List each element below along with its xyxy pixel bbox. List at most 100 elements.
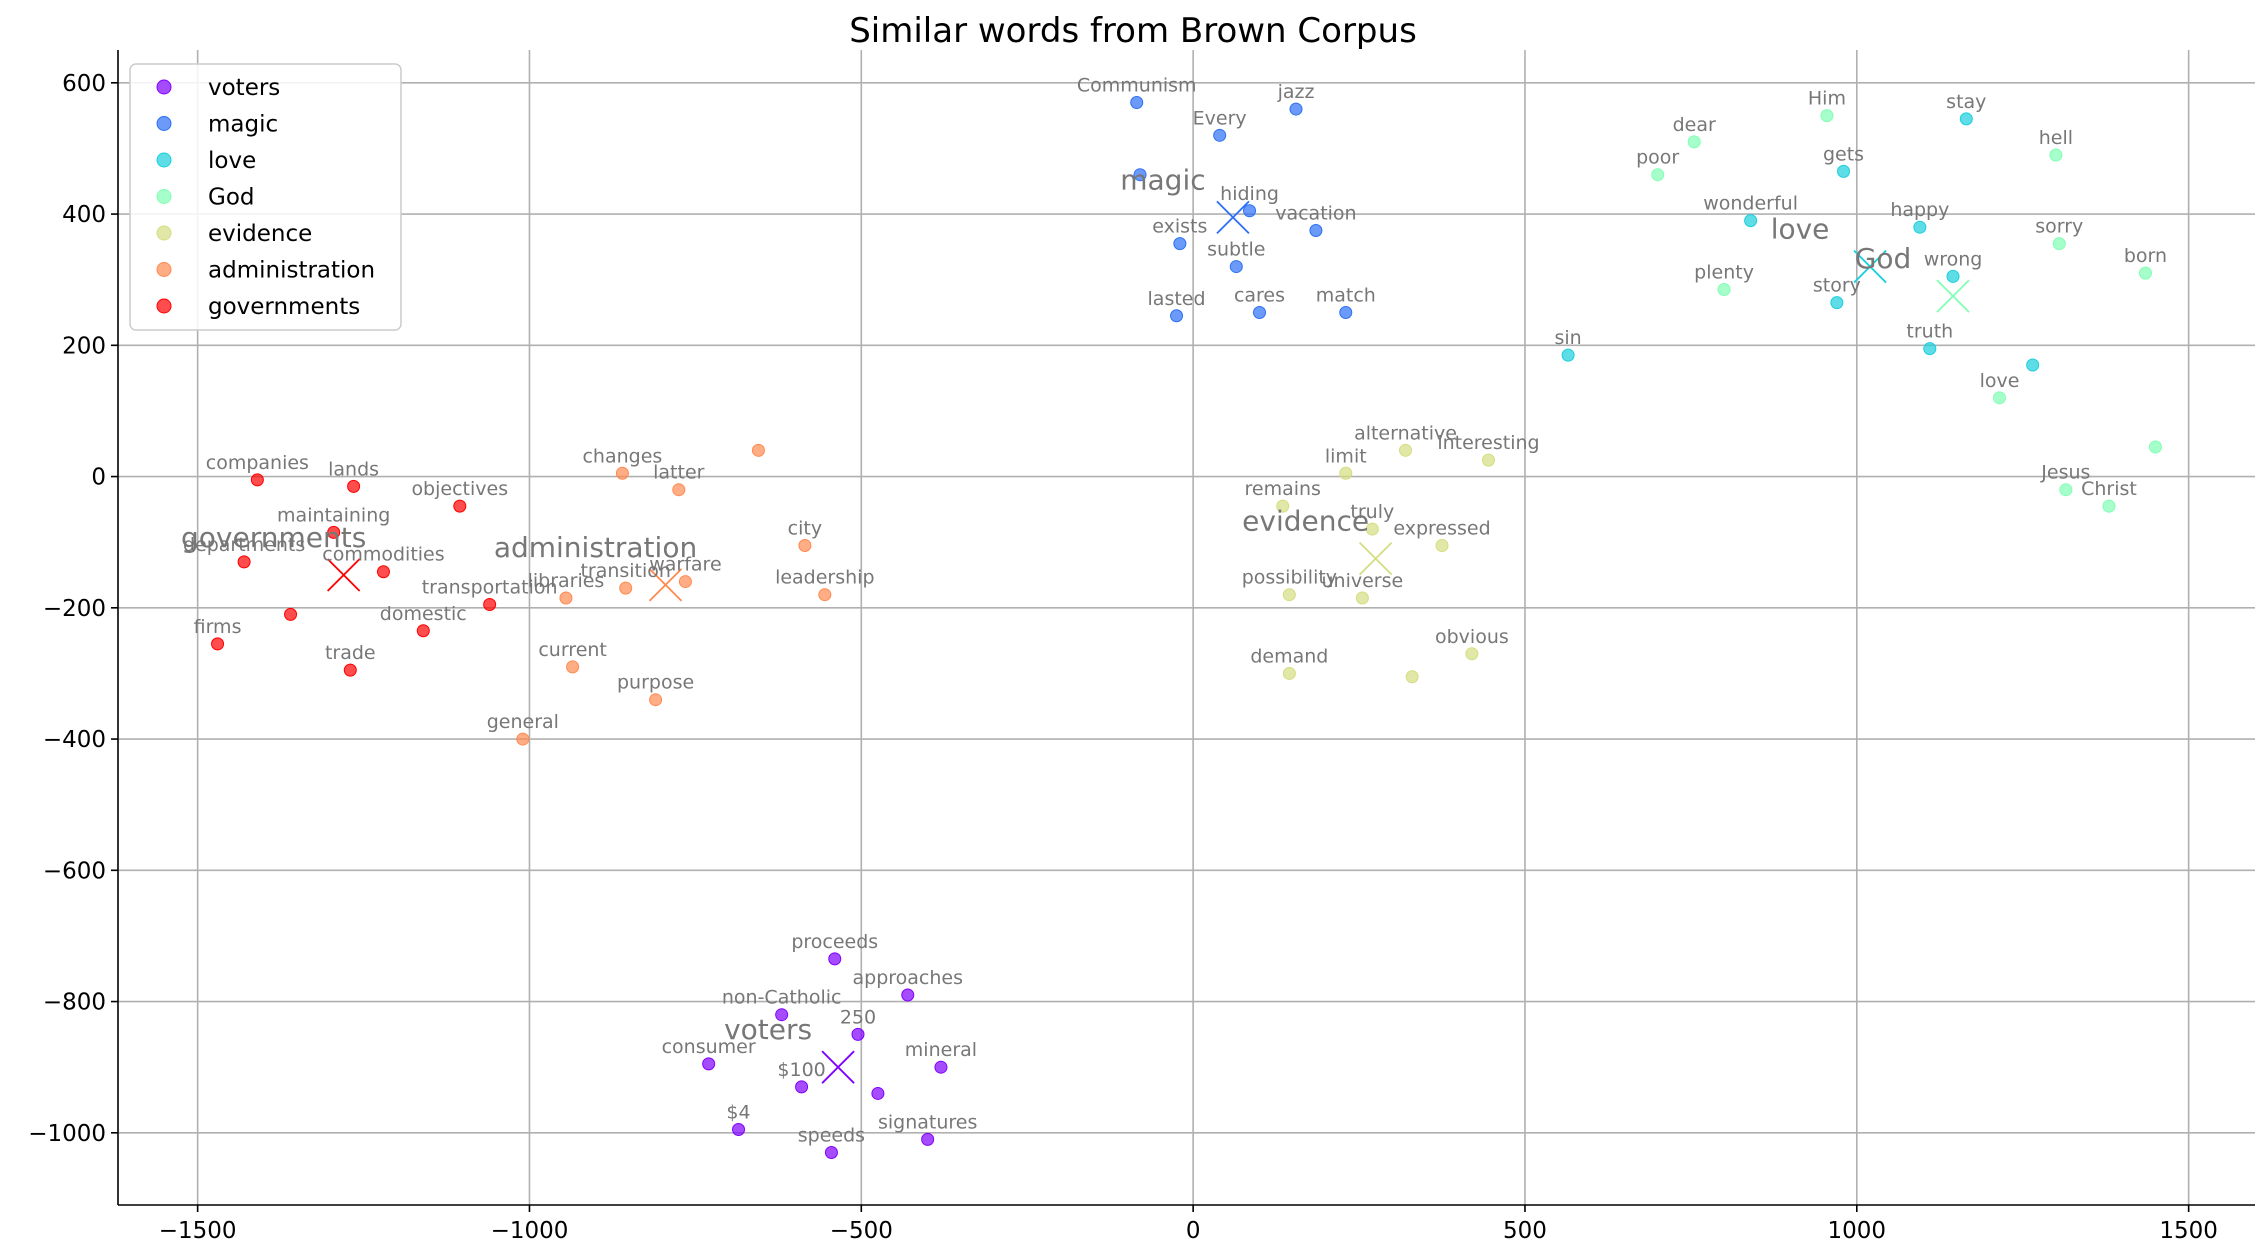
centroid-marker — [821, 1050, 855, 1084]
legend-marker — [156, 189, 172, 204]
point-label: sin — [1554, 327, 1581, 349]
data-point — [343, 663, 357, 677]
point-label: commodities — [322, 544, 444, 566]
legend-marker — [156, 79, 172, 95]
data-point — [1561, 348, 1575, 362]
data-point — [2026, 358, 2040, 372]
x-tick-label: −1000 — [491, 1218, 569, 1244]
point-label: Jesus — [2040, 462, 2090, 484]
point-label: companies — [206, 452, 309, 474]
y-tick-label: 600 — [62, 71, 106, 97]
point-label: current — [538, 639, 607, 661]
data-point — [2049, 148, 2063, 162]
y-tick-label: −200 — [43, 596, 106, 622]
data-point — [1173, 237, 1187, 251]
data-point — [1399, 443, 1413, 457]
x-tick-label: 0 — [1186, 1218, 1201, 1244]
point-label: 250 — [840, 1006, 876, 1028]
legend-entry: voters — [208, 75, 280, 101]
legend-entry: God — [208, 185, 255, 211]
point-label: hell — [2039, 127, 2073, 149]
legend-marker — [156, 262, 172, 277]
point-label: alternative — [1354, 422, 1457, 444]
data-point — [237, 555, 251, 569]
point-label: warfare — [649, 554, 721, 576]
point-label: remains — [1244, 478, 1320, 500]
point-label: transition — [580, 560, 671, 582]
data-point — [1959, 112, 1973, 126]
data-point — [347, 479, 361, 493]
centroid-marker — [327, 558, 361, 592]
data-point — [1339, 466, 1353, 480]
legend-marker — [156, 298, 172, 314]
point-label: lands — [328, 458, 379, 480]
data-point — [1229, 260, 1243, 274]
y-tick-label: 200 — [62, 333, 106, 359]
data-point — [250, 473, 264, 487]
legend-entry: love — [208, 148, 256, 174]
point-label: truth — [1906, 321, 1953, 343]
point-label: wonderful — [1703, 193, 1798, 215]
data-point — [921, 1132, 935, 1146]
chart-title: Similar words from Brown Corpus — [849, 11, 1417, 51]
legend-entry: administration — [208, 258, 375, 284]
point-label: happy — [1890, 199, 1949, 221]
point-label: universe — [1322, 570, 1404, 592]
data-point — [376, 565, 390, 579]
point-label: jazz — [1277, 81, 1315, 103]
x-tick-label: 500 — [1503, 1218, 1547, 1244]
data-point — [211, 637, 225, 651]
data-point — [559, 591, 573, 605]
legend-marker — [156, 116, 172, 131]
point-label: stay — [1946, 91, 1986, 113]
cluster-label: administration — [494, 531, 697, 564]
data-point — [1913, 220, 1927, 234]
data-point — [1289, 102, 1303, 116]
data-point — [732, 1123, 746, 1137]
data-point — [1282, 666, 1296, 680]
point-label: subtle — [1207, 239, 1265, 261]
legend-marker — [156, 225, 172, 241]
data-point — [483, 598, 497, 612]
point-label: limit — [1325, 445, 1367, 467]
data-point — [416, 624, 430, 638]
data-point — [1946, 269, 1960, 283]
data-point — [751, 443, 765, 457]
data-point — [566, 660, 580, 674]
data-point — [1276, 499, 1290, 513]
x-tick-label: −500 — [830, 1218, 893, 1244]
data-point — [2138, 266, 2152, 280]
point-label: proceeds — [791, 931, 878, 953]
data-point — [649, 693, 663, 707]
data-point — [1923, 342, 1937, 356]
data-point — [851, 1027, 865, 1041]
data-point — [1243, 204, 1257, 218]
point-label: changes — [582, 445, 662, 467]
data-point — [1687, 135, 1701, 149]
point-label: $4 — [726, 1102, 750, 1124]
data-point — [1253, 306, 1267, 319]
data-point — [2059, 483, 2073, 497]
data-point — [828, 952, 842, 966]
point-label: poor — [1636, 147, 1679, 169]
point-label: domestic — [380, 603, 467, 625]
y-tick-label: 400 — [62, 202, 106, 228]
data-point — [1837, 164, 1851, 178]
y-tick-label: −400 — [43, 727, 106, 753]
data-point — [1465, 647, 1479, 661]
cluster-label: voters — [724, 1013, 812, 1046]
data-points — [211, 96, 2162, 1159]
point-label: general — [487, 711, 559, 733]
centroid-marker — [1853, 249, 1887, 284]
point-label: exists — [1152, 216, 1207, 238]
data-point — [1365, 522, 1379, 536]
data-point — [824, 1146, 838, 1159]
axes: −1500 −1000 −500 0 500 1000 1500 600 400 200 0 −200… — [28, 50, 2255, 1244]
point-label: firms — [194, 616, 242, 638]
point-label: possibility — [1242, 567, 1337, 589]
data-point — [327, 525, 341, 539]
point-label: libraries — [528, 570, 605, 592]
cluster-label: governments — [181, 521, 366, 554]
point-label: hiding — [1220, 183, 1279, 205]
data-point — [1130, 96, 1144, 109]
